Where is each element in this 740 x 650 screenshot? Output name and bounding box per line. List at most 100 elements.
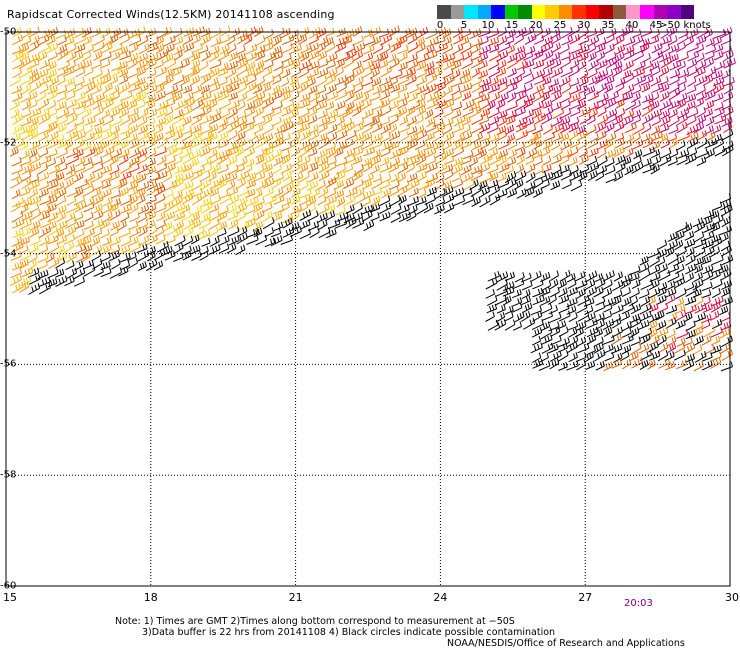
wind-barb [389,148,402,160]
wind-barb [397,44,409,55]
wind-barb [630,336,641,346]
wind-barb [712,133,722,144]
wind-barb [83,157,93,167]
wind-barb [11,113,24,126]
wind-barb [597,92,609,103]
wind-barb [720,254,734,266]
wind-barb [443,202,455,214]
wind-barb [244,68,256,78]
wind-barb [531,335,541,346]
wind-barb [470,57,484,69]
wind-barb [369,203,381,213]
wind-barb [602,334,615,346]
wind-barb [345,101,355,112]
wind-barb [361,210,373,222]
wind-barb [262,75,275,86]
wind-barb [692,217,704,228]
wind-barb [453,115,466,127]
wind-barb [686,124,699,135]
wind-barb [136,243,148,254]
wind-barb [264,194,277,206]
wind-barb [236,186,249,198]
wind-barb [83,264,96,277]
wind-barb [146,84,158,95]
wind-barb [615,92,628,104]
wind-barb [19,218,32,230]
wind-barb [453,195,466,207]
wind-barb [407,42,419,53]
wind-barb [290,59,301,70]
wind-barb [495,312,506,323]
wind-barb [443,107,454,118]
wind-barb [39,75,52,86]
wind-barb [74,34,87,45]
wind-barb [19,281,30,293]
wind-barb [317,212,328,223]
wind-barb [39,154,52,166]
wind-barb [100,267,112,278]
wind-barb [710,210,720,220]
wind-barb [127,68,139,79]
wind-barb [120,203,132,214]
wind-barb [65,99,77,110]
wind-barb [560,139,573,151]
wind-barb [318,137,330,150]
wind-barb [63,177,75,190]
wind-barb [243,34,253,45]
wind-barb [548,321,560,332]
wind-barb [396,106,408,118]
wind-barb [219,235,230,246]
wind-barb [199,60,209,72]
wind-barb [255,155,265,165]
wind-barb [435,162,448,175]
wind-barb [703,108,713,118]
wind-barb [480,108,491,118]
wind-barb [684,295,697,306]
wind-barb [217,130,229,142]
wind-barb [551,101,562,112]
wind-barb [660,148,672,159]
wind-barb [576,100,587,110]
wind-barb [219,84,232,95]
wind-barb [92,180,104,191]
wind-barb [299,27,310,38]
wind-barb [462,187,473,197]
wind-barb [628,295,638,307]
wind-barb [560,169,572,181]
wind-barb [371,122,383,133]
wind-barb [11,156,22,167]
wind-barb [136,187,146,199]
wind-barb [696,91,707,101]
wind-barb [685,320,696,332]
wind-barb [81,141,92,151]
wind-barb [502,286,515,297]
wind-barb [11,218,25,229]
note-line-2: 3)Data buffer is 22 hrs from 20141108 4)… [142,627,556,638]
wind-barb [28,58,40,70]
wind-barb [714,114,727,125]
wind-barb [586,326,599,338]
wind-barb [191,123,202,134]
wind-barb [210,90,223,102]
wind-barb [370,139,382,150]
wind-barb [568,312,578,323]
wind-barb [613,271,623,282]
wind-barb [297,107,310,119]
wind-barb [18,57,31,69]
wind-barb [648,279,660,291]
wind-barb [280,77,290,88]
wind-barb [615,98,625,109]
wind-barb [506,29,516,39]
wind-barb [415,43,426,54]
wind-barb [154,170,168,181]
wind-barb [701,270,714,283]
wind-barb [110,220,120,231]
wind-barb [137,250,150,262]
wind-barb [37,253,49,263]
wind-barb [665,280,676,291]
wind-barb [129,212,140,223]
wind-barb [352,132,365,143]
wind-barb [406,27,418,38]
wind-barb [642,163,656,174]
wind-barb [371,155,382,167]
